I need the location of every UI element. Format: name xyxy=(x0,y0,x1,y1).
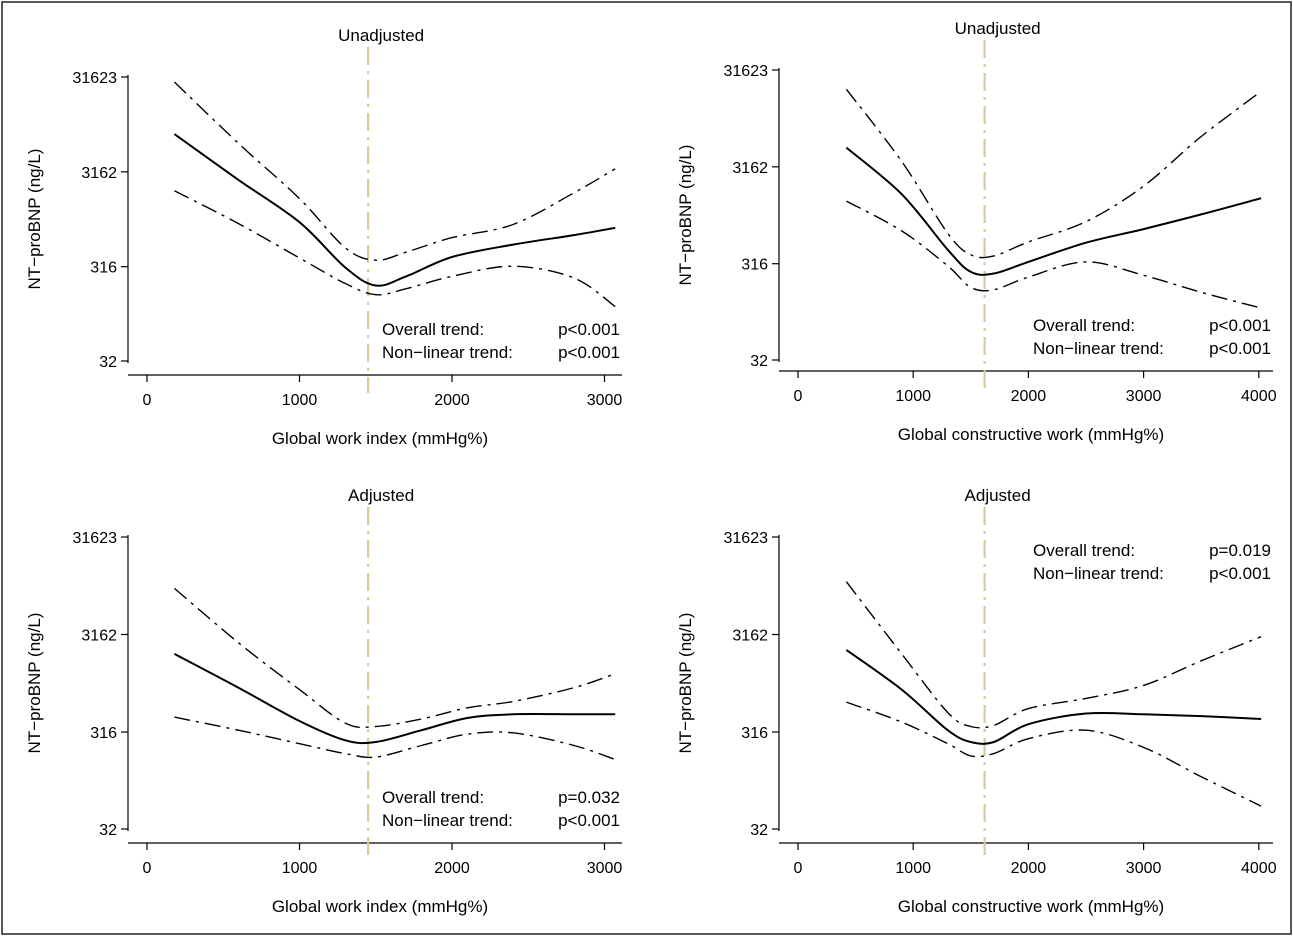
panel-title: Adjusted xyxy=(965,486,1031,505)
y-tick-label: 3162 xyxy=(732,160,768,177)
estimate-line xyxy=(845,649,1262,745)
x-axis-label: Global work index (mmHg%) xyxy=(272,897,488,916)
x-tick-label: 2000 xyxy=(434,392,470,409)
estimate-line xyxy=(173,653,616,745)
y-tick-label: 316 xyxy=(741,725,768,742)
panel-title: Adjusted xyxy=(348,486,414,505)
x-tick-label: 2000 xyxy=(1011,860,1047,877)
x-tick-label: 0 xyxy=(143,860,152,877)
y-tick-label: 31623 xyxy=(724,63,769,80)
y-tick-label: 31623 xyxy=(73,530,118,547)
y-tick-label: 32 xyxy=(99,822,117,839)
y-tick-label: 316 xyxy=(741,257,768,274)
x-tick-label: 2000 xyxy=(434,860,470,877)
x-tick-label: 2000 xyxy=(1011,388,1047,405)
confidence-bound-line xyxy=(174,190,616,308)
panel-title: Unadjusted xyxy=(955,19,1041,38)
x-axis-label: Global constructive work (mmHg%) xyxy=(898,425,1164,444)
annotation-value: p=0.032 xyxy=(558,788,620,807)
annotation-label: Overall trend: xyxy=(1033,316,1135,335)
annotation-label: Overall trend: xyxy=(382,788,484,807)
y-tick-label: 3162 xyxy=(81,628,117,645)
y-tick-label: 3162 xyxy=(732,628,768,645)
y-tick-label: 316 xyxy=(90,260,117,277)
panel-title: Unadjusted xyxy=(338,26,424,45)
annotation-label: Overall trend: xyxy=(382,320,484,339)
confidence-bound-line xyxy=(174,716,616,761)
annotation-label: Non−linear trend: xyxy=(382,343,513,362)
confidence-bound-line xyxy=(845,581,1262,729)
y-tick-label: 3162 xyxy=(81,165,117,182)
x-tick-label: 4000 xyxy=(1241,388,1277,405)
x-axis-label: Global constructive work (mmHg%) xyxy=(898,897,1164,916)
x-tick-label: 3000 xyxy=(1126,388,1162,405)
x-tick-label: 0 xyxy=(143,392,152,409)
x-tick-label: 0 xyxy=(794,860,803,877)
y-axis-label: NT−proBNP (ng/L) xyxy=(676,145,695,286)
panel-4: 32 316 3162 31623 0 1000 2000 3000 4000 Adjusted G… xyxy=(676,486,1277,916)
y-axis-label: NT−proBNP (ng/L) xyxy=(25,149,44,290)
x-tick-label: 4000 xyxy=(1241,860,1277,877)
annotation-label: Overall trend: xyxy=(1033,541,1135,560)
x-tick-label: 3000 xyxy=(587,860,623,877)
annotation-value: p=0.019 xyxy=(1209,541,1271,560)
y-tick-label: 31623 xyxy=(724,530,769,547)
annotation-value: p<0.001 xyxy=(1209,564,1271,583)
panel-1: 32 316 3162 31623 0 1000 2000 3000 Unadjusted Glo… xyxy=(25,26,622,448)
y-axis-label: NT−proBNP (ng/L) xyxy=(676,613,695,754)
annotation-value: p<0.001 xyxy=(1209,339,1271,358)
annotation-label: Non−linear trend: xyxy=(1033,339,1164,358)
annotation-value: p<0.001 xyxy=(558,320,620,339)
x-tick-label: 1000 xyxy=(895,860,931,877)
annotation-value: p<0.001 xyxy=(558,811,620,830)
annotation-label: Non−linear trend: xyxy=(1033,564,1164,583)
estimate-line xyxy=(173,133,616,287)
confidence-bound-line xyxy=(845,88,1262,259)
x-axis-label: Global work index (mmHg%) xyxy=(272,429,488,448)
x-tick-label: 1000 xyxy=(282,860,318,877)
x-tick-label: 3000 xyxy=(1126,860,1162,877)
x-tick-label: 1000 xyxy=(895,388,931,405)
x-tick-label: 1000 xyxy=(282,392,318,409)
y-tick-label: 31623 xyxy=(73,70,118,87)
y-tick-label: 32 xyxy=(99,354,117,371)
panel-3: 32 316 3162 31623 0 1000 2000 3000 Adjusted Globa… xyxy=(25,486,622,916)
annotation-value: p<0.001 xyxy=(558,343,620,362)
estimate-line xyxy=(845,146,1262,276)
annotation-value: p<0.001 xyxy=(1209,316,1271,335)
panel-2: 32 316 3162 31623 0 1000 2000 3000 4000 Unadjuste… xyxy=(676,19,1277,444)
y-tick-label: 32 xyxy=(750,822,768,839)
confidence-bound-line xyxy=(173,587,616,729)
confidence-bound-line xyxy=(846,701,1262,807)
x-tick-label: 0 xyxy=(794,388,803,405)
y-axis-label: NT−proBNP (ng/L) xyxy=(25,613,44,754)
y-tick-label: 316 xyxy=(90,725,117,742)
confidence-bound-line xyxy=(846,200,1262,309)
annotation-label: Non−linear trend: xyxy=(382,811,513,830)
y-tick-label: 32 xyxy=(750,353,768,370)
confidence-bound-line xyxy=(173,81,616,261)
x-tick-label: 3000 xyxy=(587,392,623,409)
